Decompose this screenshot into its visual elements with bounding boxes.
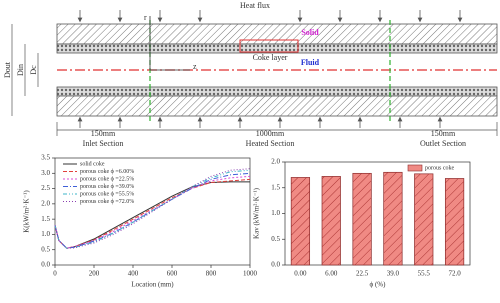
x-tick-label: 400 — [128, 270, 139, 278]
bar-hatch — [414, 173, 433, 265]
d-c-label: Dc — [29, 65, 38, 75]
y-axis-label: Kav (kW/m²·K⁻¹) — [253, 187, 261, 239]
fluid-label: Fluid — [301, 58, 320, 67]
bar-hatch — [352, 173, 372, 265]
y-tick-label: 3.5 — [41, 154, 50, 162]
x-tick-label: 600 — [167, 270, 178, 278]
d-in-label: Din — [16, 64, 25, 76]
x-tick-label: 0 — [53, 270, 57, 278]
x-tick-label: 1000 — [243, 270, 258, 278]
heat-flux-label: Heat flux — [240, 1, 270, 10]
series-line — [54, 168, 251, 249]
bar-hatch — [322, 176, 341, 265]
plot-frame — [284, 161, 471, 266]
y-tick-label: 0.5 — [41, 245, 50, 253]
y-tick-label: 2.5 — [41, 184, 50, 192]
outlet-length: 150mm — [431, 129, 456, 138]
heated-length: 1000mm — [256, 129, 285, 138]
x-tick-label: 6.00 — [325, 270, 338, 278]
y-tick-label: 1.5 — [41, 215, 50, 223]
x-axis-label: ϕ (%) — [370, 281, 387, 289]
y-tick-label: 2.0 — [271, 158, 280, 166]
legend-swatch — [407, 164, 423, 172]
y-tick-label: 3.0 — [41, 169, 50, 177]
outlet-section: Outlet Section — [420, 139, 466, 148]
z-axis-label: z — [193, 62, 197, 71]
bar-hatch — [291, 177, 310, 265]
inlet-length: 150mm — [91, 129, 116, 138]
x-tick-label: 55.5 — [418, 270, 431, 278]
legend-label: porous coke ϕ =55.5% — [80, 191, 134, 197]
legend-label: porous coke ϕ =72.0% — [80, 199, 134, 205]
pipe-diagram: Heat flux Solid Coke layer Fluid r z Dou… — [3, 1, 498, 148]
legend-label: solid coke — [80, 161, 105, 167]
legend-label: porous coke ϕ =39.0% — [80, 184, 134, 190]
x-axis-label: Location (mm) — [131, 281, 174, 289]
series-line — [54, 169, 251, 249]
r-axis-label: r — [144, 13, 147, 22]
y-tick-label: 1.0 — [271, 209, 280, 217]
y-tick-label: 1.0 — [41, 230, 50, 238]
y-tick-label: 0.0 — [41, 261, 50, 269]
bar-hatch — [383, 172, 403, 265]
inlet-section: Inlet Section — [83, 139, 124, 148]
y-axis-label: K(kW/m²·K⁻¹) — [23, 190, 31, 233]
x-tick-label: 800 — [206, 270, 217, 278]
x-tick-label: 39.0 — [387, 270, 400, 278]
solid-label: Solid — [301, 28, 319, 37]
legend-label: porous coke — [425, 165, 454, 171]
coke-layer-label: Coke layer — [253, 53, 288, 62]
y-tick-label: 0.5 — [271, 235, 280, 243]
heated-section: Heated Section — [246, 139, 295, 148]
bar-hatch — [445, 178, 464, 265]
d-out-label: Dout — [3, 61, 12, 78]
series-line — [54, 172, 251, 249]
x-tick-label: 72.0 — [448, 270, 461, 278]
legend-label: porous coke ϕ =22.5% — [80, 176, 134, 182]
plot-frame — [54, 157, 251, 266]
y-tick-label: 1.5 — [271, 183, 280, 191]
x-tick-label: 200 — [89, 270, 100, 278]
y-tick-label: 2.0 — [41, 199, 50, 207]
x-tick-label: 0.00 — [294, 270, 307, 278]
x-tick-label: 22.5 — [356, 270, 369, 278]
legend-label: porous coke ϕ =6.00% — [80, 169, 134, 175]
y-tick-label: 0.0 — [271, 261, 280, 269]
